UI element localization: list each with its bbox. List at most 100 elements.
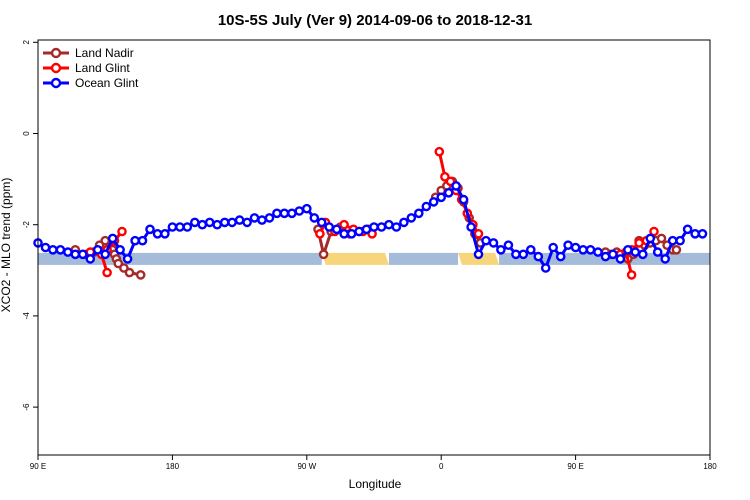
legend-label-ocean-glint: Ocean Glint: [75, 76, 139, 90]
ocean-glint-point: [593, 247, 603, 257]
land-glint-point: [117, 226, 127, 237]
ocean-glint-point: [55, 244, 66, 255]
ocean-glint-point: [272, 208, 282, 219]
y-axis-ticks: 2 0 -2 -4 -6: [22, 40, 38, 411]
ocean-glint-point: [436, 192, 447, 203]
ocean-glint-point: [660, 254, 671, 264]
ocean-glint-point: [234, 215, 245, 225]
ocean-glint-point: [585, 244, 596, 255]
x-tick-label: 90 E: [567, 462, 583, 471]
y-tick-label: 0: [22, 131, 31, 136]
ocean-glint-point: [406, 213, 417, 223]
ocean-glint-point: [600, 251, 611, 262]
ocean-glint-point: [257, 215, 267, 225]
ocean-glint-point: [428, 197, 439, 207]
ocean-glint-point: [675, 235, 685, 246]
chart-title: 10S-5S July (Ver 9) 2014-09-06 to 2018-1…: [218, 12, 532, 29]
x-axis-ticks: 90 E 180 90 W 0 90 E 180: [30, 455, 717, 471]
x-axis-label: Longitude: [349, 477, 402, 491]
legend-marker-land-nadir: [50, 47, 62, 59]
ocean-glint-point: [175, 222, 185, 232]
ocean-glint-point: [421, 201, 432, 212]
ocean-glint-point: [615, 254, 626, 264]
ocean-glint-point: [555, 251, 566, 262]
land-glint-point: [339, 219, 349, 230]
ocean-glint-point: [160, 228, 170, 239]
series-layer: [33, 146, 708, 280]
ocean-glint-point: [324, 222, 335, 232]
land-glint-point: [102, 267, 112, 278]
ocean-glint-point: [249, 213, 260, 223]
ocean-glint-point: [85, 254, 96, 264]
ocean-glint-point: [570, 242, 581, 253]
ocean-glint-point: [78, 249, 88, 260]
ocean-glint-point: [667, 235, 678, 246]
land-nadir-point: [135, 270, 146, 280]
legend-label-land-nadir: Land Nadir: [75, 46, 134, 60]
ocean-glint-point: [548, 242, 559, 253]
land-glint-point: [634, 238, 644, 248]
ocean-glint-point: [197, 219, 208, 230]
ocean-glint-point: [339, 228, 349, 239]
ocean-glint-point: [92, 244, 103, 255]
ocean-glint-point: [331, 224, 342, 235]
ocean-glint-point: [227, 217, 237, 228]
ocean-glint-point: [466, 222, 476, 232]
land-glint-point: [434, 146, 445, 157]
ocean-glint-point: [264, 213, 275, 223]
ocean-glint-point: [309, 213, 320, 223]
ocean-glint-point: [279, 208, 290, 219]
ocean-glint-point: [70, 249, 81, 260]
land-glint-point: [649, 226, 659, 237]
y-tick-label: -6: [22, 403, 31, 411]
ocean-glint-point: [212, 219, 222, 230]
y-tick-label: -2: [22, 221, 31, 229]
ocean-glint-point: [533, 251, 544, 262]
ocean-glint-point: [115, 244, 125, 255]
ocean-glint-point: [473, 249, 484, 260]
ocean-glint-point: [443, 187, 454, 198]
ocean-glint-point: [638, 249, 648, 260]
ocean-glint-point: [540, 263, 551, 273]
ocean-glint-point: [376, 222, 387, 232]
ocean-glint-point: [189, 217, 200, 228]
ocean-glint-point: [219, 217, 230, 228]
series-ocean-glint: [33, 181, 708, 273]
land-nadir-point: [318, 249, 329, 260]
ocean-glint-point: [346, 228, 357, 239]
ocean-glint-point: [563, 240, 573, 250]
ocean-glint-point: [182, 222, 193, 232]
land-glint-point: [315, 228, 325, 239]
ocean-glint-point: [130, 235, 140, 246]
land-segment-1: [321, 252, 389, 265]
ocean-glint-point: [63, 247, 73, 257]
y-tick-label: 2: [22, 40, 31, 45]
ocean-segment-2: [388, 252, 458, 265]
ocean-glint-point: [242, 217, 252, 228]
ocean-glint-point: [100, 249, 110, 260]
ocean-glint-point: [608, 249, 618, 260]
ocean-glint-point: [503, 240, 514, 250]
land-glint-point: [626, 270, 637, 280]
ocean-glint-point: [152, 228, 163, 239]
ocean-glint-point: [682, 224, 693, 235]
ocean-glint-point: [40, 242, 51, 253]
ocean-glint-point: [645, 233, 656, 244]
ocean-glint-point: [623, 244, 633, 255]
ocean-glint-point: [488, 238, 499, 248]
legend-label-land-glint: Land Glint: [75, 61, 130, 75]
x-tick-label: 90 E: [30, 462, 46, 471]
ocean-glint-point: [690, 228, 700, 239]
ocean-glint-point: [391, 222, 402, 232]
ocean-glint-point: [301, 203, 312, 214]
ocean-glint-point: [354, 226, 364, 237]
land-glint-point: [473, 228, 484, 239]
ocean-glint-point: [167, 222, 178, 232]
ocean-glint-point: [526, 244, 536, 255]
ocean-glint-point: [384, 219, 394, 230]
ocean-glint-point: [399, 217, 409, 228]
ocean-glint-point: [481, 235, 491, 246]
ocean-glint-point: [458, 194, 469, 205]
ocean-glint-point: [511, 249, 521, 260]
